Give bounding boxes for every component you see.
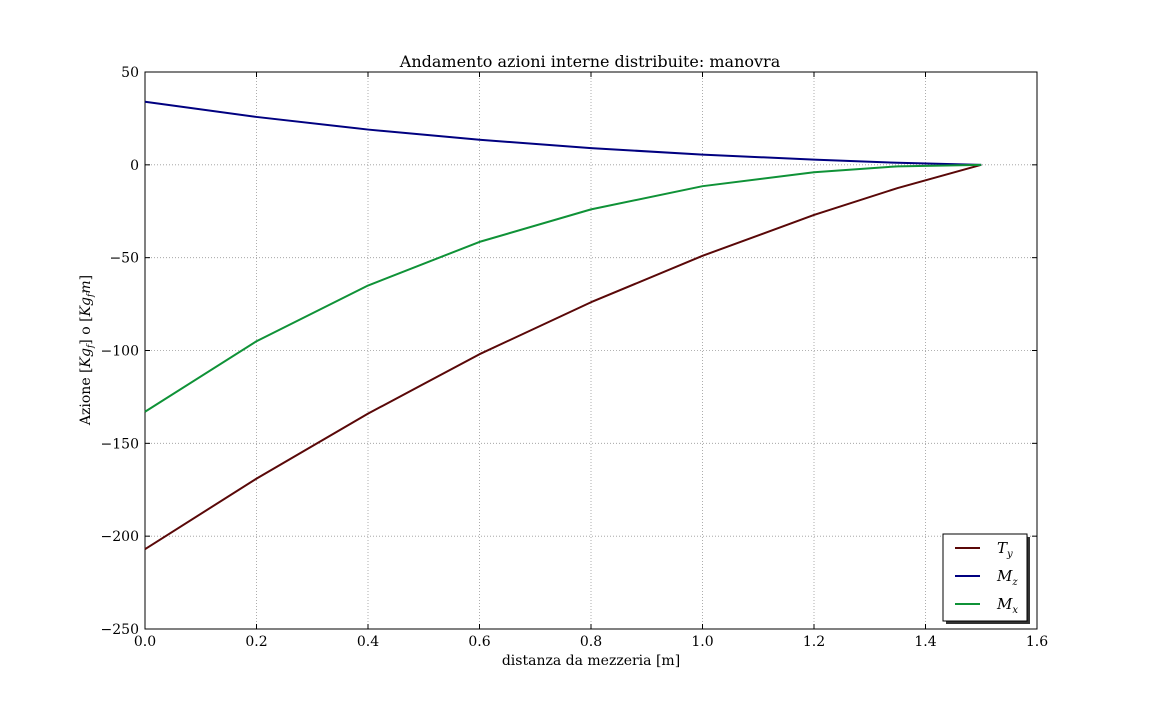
x-tick-label: 1.0 [691, 634, 713, 650]
y-tick-label: 50 [121, 65, 139, 81]
series-line-m-z [144, 100, 982, 166]
series-lines [144, 100, 982, 551]
x-tick-label: 0.6 [468, 634, 490, 650]
series-line-m-x [144, 163, 982, 413]
y-tick-label: 0 [130, 158, 139, 174]
x-tick-label: 0.8 [580, 634, 602, 650]
x-tick-label: 1.6 [1026, 634, 1048, 650]
grid-lines [145, 72, 1037, 629]
legend-label-m-z: Mz [996, 567, 1018, 588]
y-tick-label: −100 [101, 344, 139, 360]
x-tick-label: 1.2 [803, 634, 825, 650]
x-axis-label: distanza da mezzeria [m] [502, 653, 680, 669]
legend: Ty Mz Mx [942, 533, 1030, 624]
y-axis-label: Azione [Kgf] o [Kgfm] [78, 275, 96, 426]
y-tick-label: −250 [101, 622, 139, 638]
chart-title: Andamento azioni interne distribuite: ma… [399, 52, 781, 71]
x-tick-label: 0.0 [134, 634, 156, 650]
axis-ticks: 0.0 0.2 0.4 0.6 0.8 1.0 1.2 1.4 1.6 50 0 −50 −100 −15… [101, 65, 1049, 650]
x-tick-label: 0.4 [357, 634, 379, 650]
legend-label-m-x: Mx [996, 595, 1018, 616]
legend-label-t-y: Ty [997, 539, 1013, 560]
y-tick-label: −200 [101, 529, 139, 545]
plot-area [144, 71, 1038, 630]
x-tick-label: 0.2 [245, 634, 267, 650]
y-tick-label: −50 [109, 251, 139, 267]
y-tick-label: −150 [101, 436, 139, 452]
series-line-t-y [144, 163, 982, 551]
x-tick-label: 1.4 [914, 634, 936, 650]
